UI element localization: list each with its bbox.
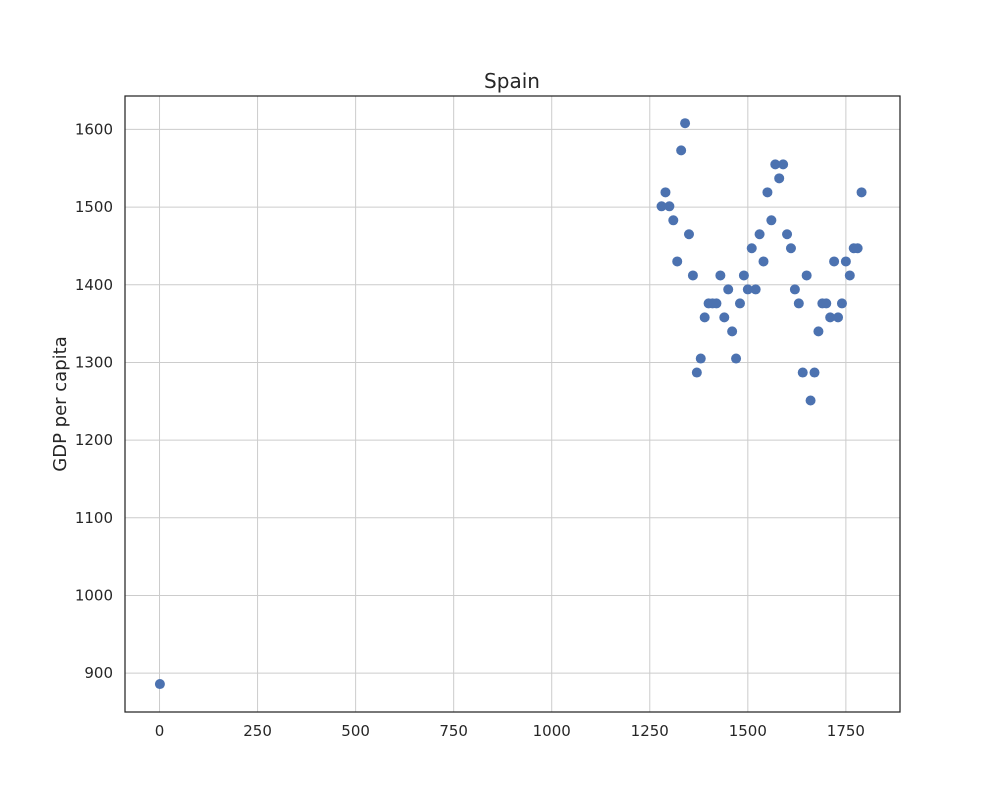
- x-tick-label: 1500: [729, 722, 767, 740]
- data-point: [852, 243, 863, 254]
- data-point: [715, 270, 726, 281]
- data-point: [762, 187, 773, 198]
- x-tick-label: 1000: [533, 722, 571, 740]
- data-point: [723, 284, 734, 295]
- data-point: [758, 256, 769, 267]
- plot-frame: [124, 95, 901, 713]
- data-point: [797, 367, 808, 378]
- data-point: [821, 298, 832, 309]
- data-point: [785, 243, 796, 254]
- y-tick-label: 1100: [75, 509, 113, 527]
- data-point: [691, 367, 702, 378]
- y-tick-label: 1200: [75, 431, 113, 449]
- x-tick-labels: 0 250 500 750 1000 1250 1500 1750: [155, 722, 865, 740]
- y-tick-labels: 900 1000 1100 1200 1300 1400 1500 1600: [75, 120, 113, 682]
- data-point: [782, 229, 793, 240]
- x-tick-label: 250: [243, 722, 272, 740]
- y-tick-label: 1300: [75, 353, 113, 371]
- y-tick-label: 900: [84, 664, 113, 682]
- x-tick-label: 500: [341, 722, 370, 740]
- data-point: [695, 353, 706, 364]
- x-tick-label: 1750: [827, 722, 865, 740]
- y-tick-label: 1000: [75, 586, 113, 604]
- data-points: [154, 118, 867, 690]
- data-point: [676, 145, 687, 156]
- data-point: [750, 284, 761, 295]
- data-point: [844, 270, 855, 281]
- x-tick-label: 750: [439, 722, 468, 740]
- data-point: [856, 187, 867, 198]
- data-point: [664, 201, 675, 212]
- y-tick-label: 1600: [75, 120, 113, 138]
- data-point: [809, 367, 820, 378]
- x-tick-label: 0: [155, 722, 165, 740]
- data-point: [734, 298, 745, 309]
- data-point: [154, 679, 165, 690]
- data-point: [746, 243, 757, 254]
- data-point: [731, 353, 742, 364]
- data-point: [778, 159, 789, 170]
- data-point: [754, 229, 765, 240]
- data-point: [719, 312, 730, 323]
- y-tick-label: 1500: [75, 198, 113, 216]
- data-point: [656, 201, 667, 212]
- data-point: [766, 215, 777, 226]
- data-point: [813, 326, 824, 337]
- data-point: [805, 395, 816, 406]
- data-point: [683, 229, 694, 240]
- data-point: [829, 256, 840, 267]
- data-point: [742, 284, 753, 295]
- data-point: [668, 215, 679, 226]
- data-point: [770, 159, 781, 170]
- data-point: [680, 118, 691, 129]
- data-point: [793, 298, 804, 309]
- data-point: [840, 256, 851, 267]
- y-axis-label: GDP per capita: [50, 336, 71, 471]
- chart-title: Spain: [484, 69, 540, 93]
- x-tick-label: 1250: [631, 722, 669, 740]
- data-point: [836, 298, 847, 309]
- data-point: [801, 270, 812, 281]
- data-point: [699, 312, 710, 323]
- data-point: [825, 312, 836, 323]
- data-point: [774, 173, 785, 184]
- data-point: [727, 326, 738, 337]
- data-point: [833, 312, 844, 323]
- data-point: [687, 270, 698, 281]
- data-point: [711, 298, 722, 309]
- data-point: [789, 284, 800, 295]
- data-point: [660, 187, 671, 198]
- grid-lines: [125, 96, 900, 712]
- data-point: [738, 270, 749, 281]
- y-tick-label: 1400: [75, 276, 113, 294]
- data-point: [672, 256, 683, 267]
